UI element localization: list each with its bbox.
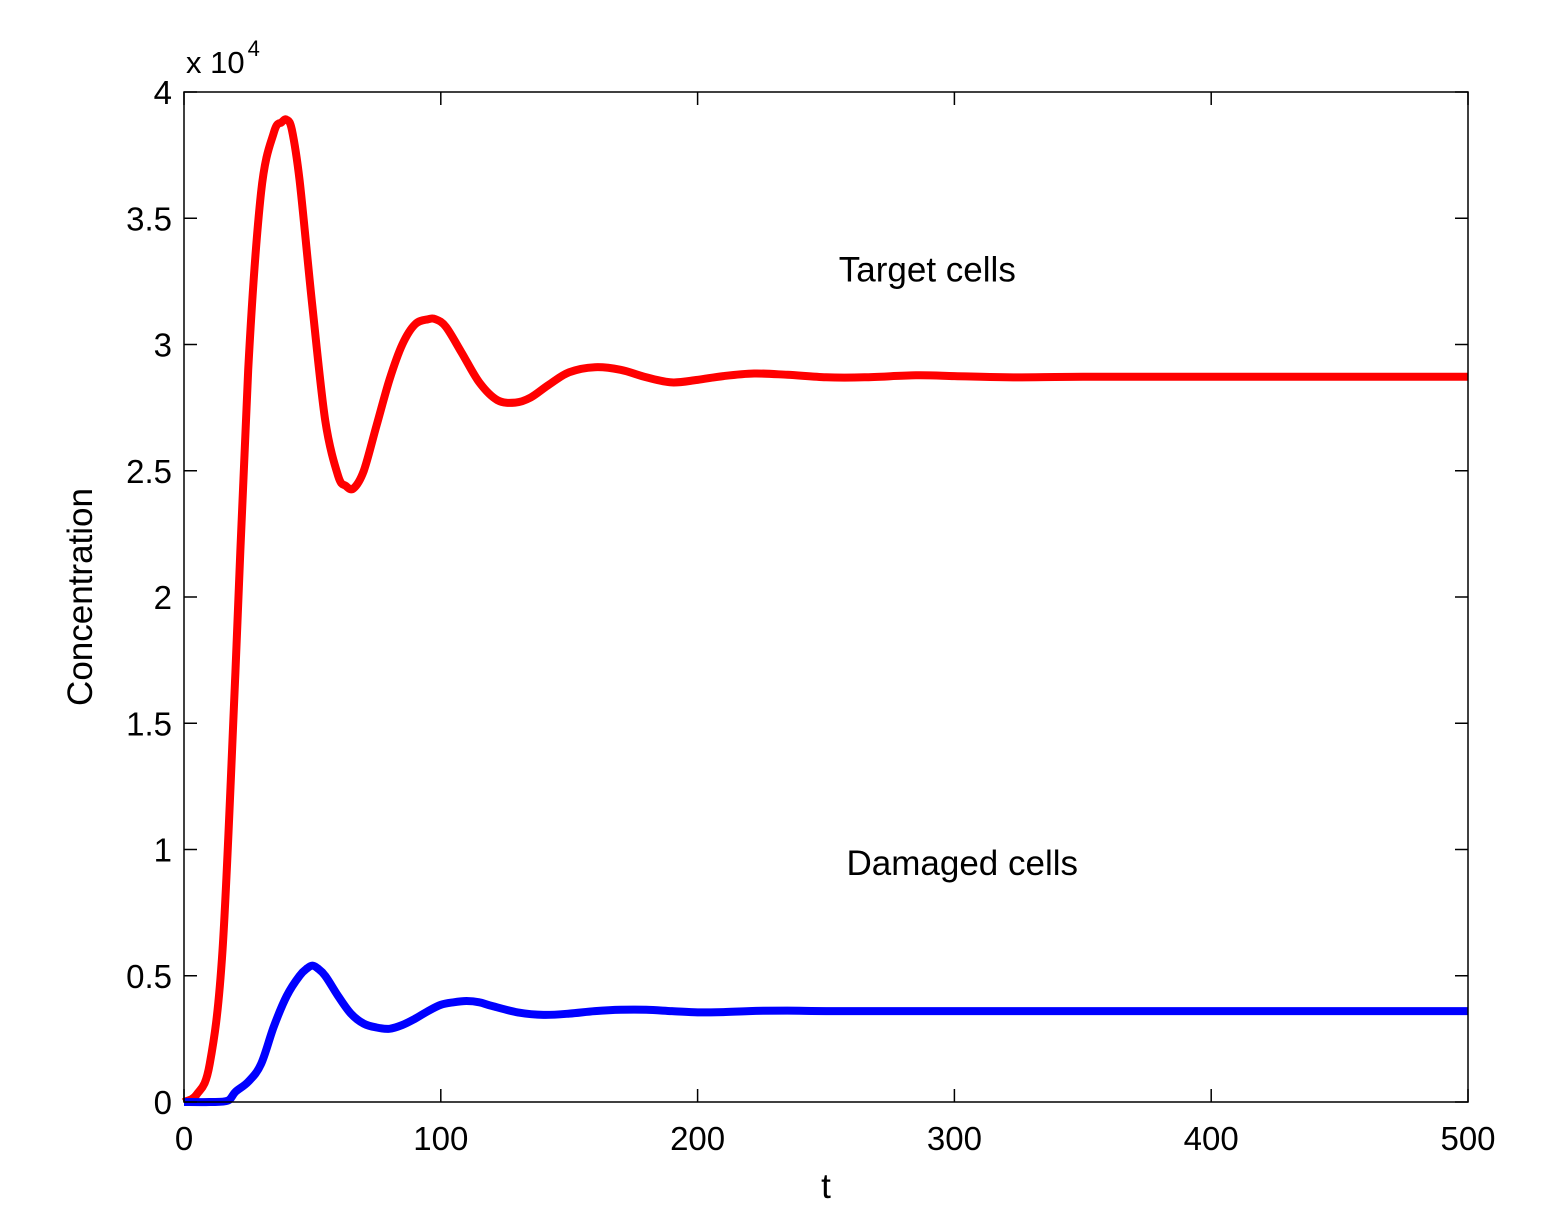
tick-layer: 0 100 200 300 400 500 0 0.5 1 1.5 2 2.5 3 3.5 4 bbox=[126, 74, 1495, 1157]
y-tick-label: 1 bbox=[154, 832, 172, 869]
y-tick-label: 2.5 bbox=[126, 453, 172, 490]
y-multiplier-label: x 10 4 bbox=[186, 36, 260, 80]
y-multiplier-exponent: 4 bbox=[248, 36, 260, 61]
y-multiplier-base: x 10 bbox=[186, 45, 245, 80]
series-annotation-2: Damaged cells bbox=[847, 844, 1079, 883]
y-tick-label: 1.5 bbox=[126, 705, 172, 742]
x-tick-label: 500 bbox=[1440, 1120, 1495, 1157]
y-tick-label: 0.5 bbox=[126, 958, 172, 995]
series-line-1 bbox=[181, 115, 1468, 1106]
series-layer bbox=[181, 115, 1468, 1107]
x-tick-label: 0 bbox=[175, 1120, 193, 1157]
x-tick-label: 300 bbox=[927, 1120, 982, 1157]
series-annotation-1: Target cells bbox=[839, 250, 1016, 289]
series-line-2 bbox=[183, 961, 1468, 1107]
y-axis-label: Concentration bbox=[61, 488, 100, 706]
y-tick-label: 2 bbox=[154, 579, 172, 616]
x-axis-label: t bbox=[821, 1167, 831, 1206]
x-tick-label: 400 bbox=[1184, 1120, 1239, 1157]
y-tick-label: 4 bbox=[154, 74, 172, 111]
y-tick-label: 3 bbox=[154, 327, 172, 364]
annotation-layer: Target cells Damaged cells bbox=[839, 250, 1078, 882]
plot-area bbox=[184, 92, 1468, 1102]
y-tick-label: 0 bbox=[154, 1084, 172, 1121]
x-tick-label: 200 bbox=[670, 1120, 725, 1157]
x-tick-label: 100 bbox=[413, 1120, 468, 1157]
y-tick-label: 3.5 bbox=[126, 200, 172, 237]
